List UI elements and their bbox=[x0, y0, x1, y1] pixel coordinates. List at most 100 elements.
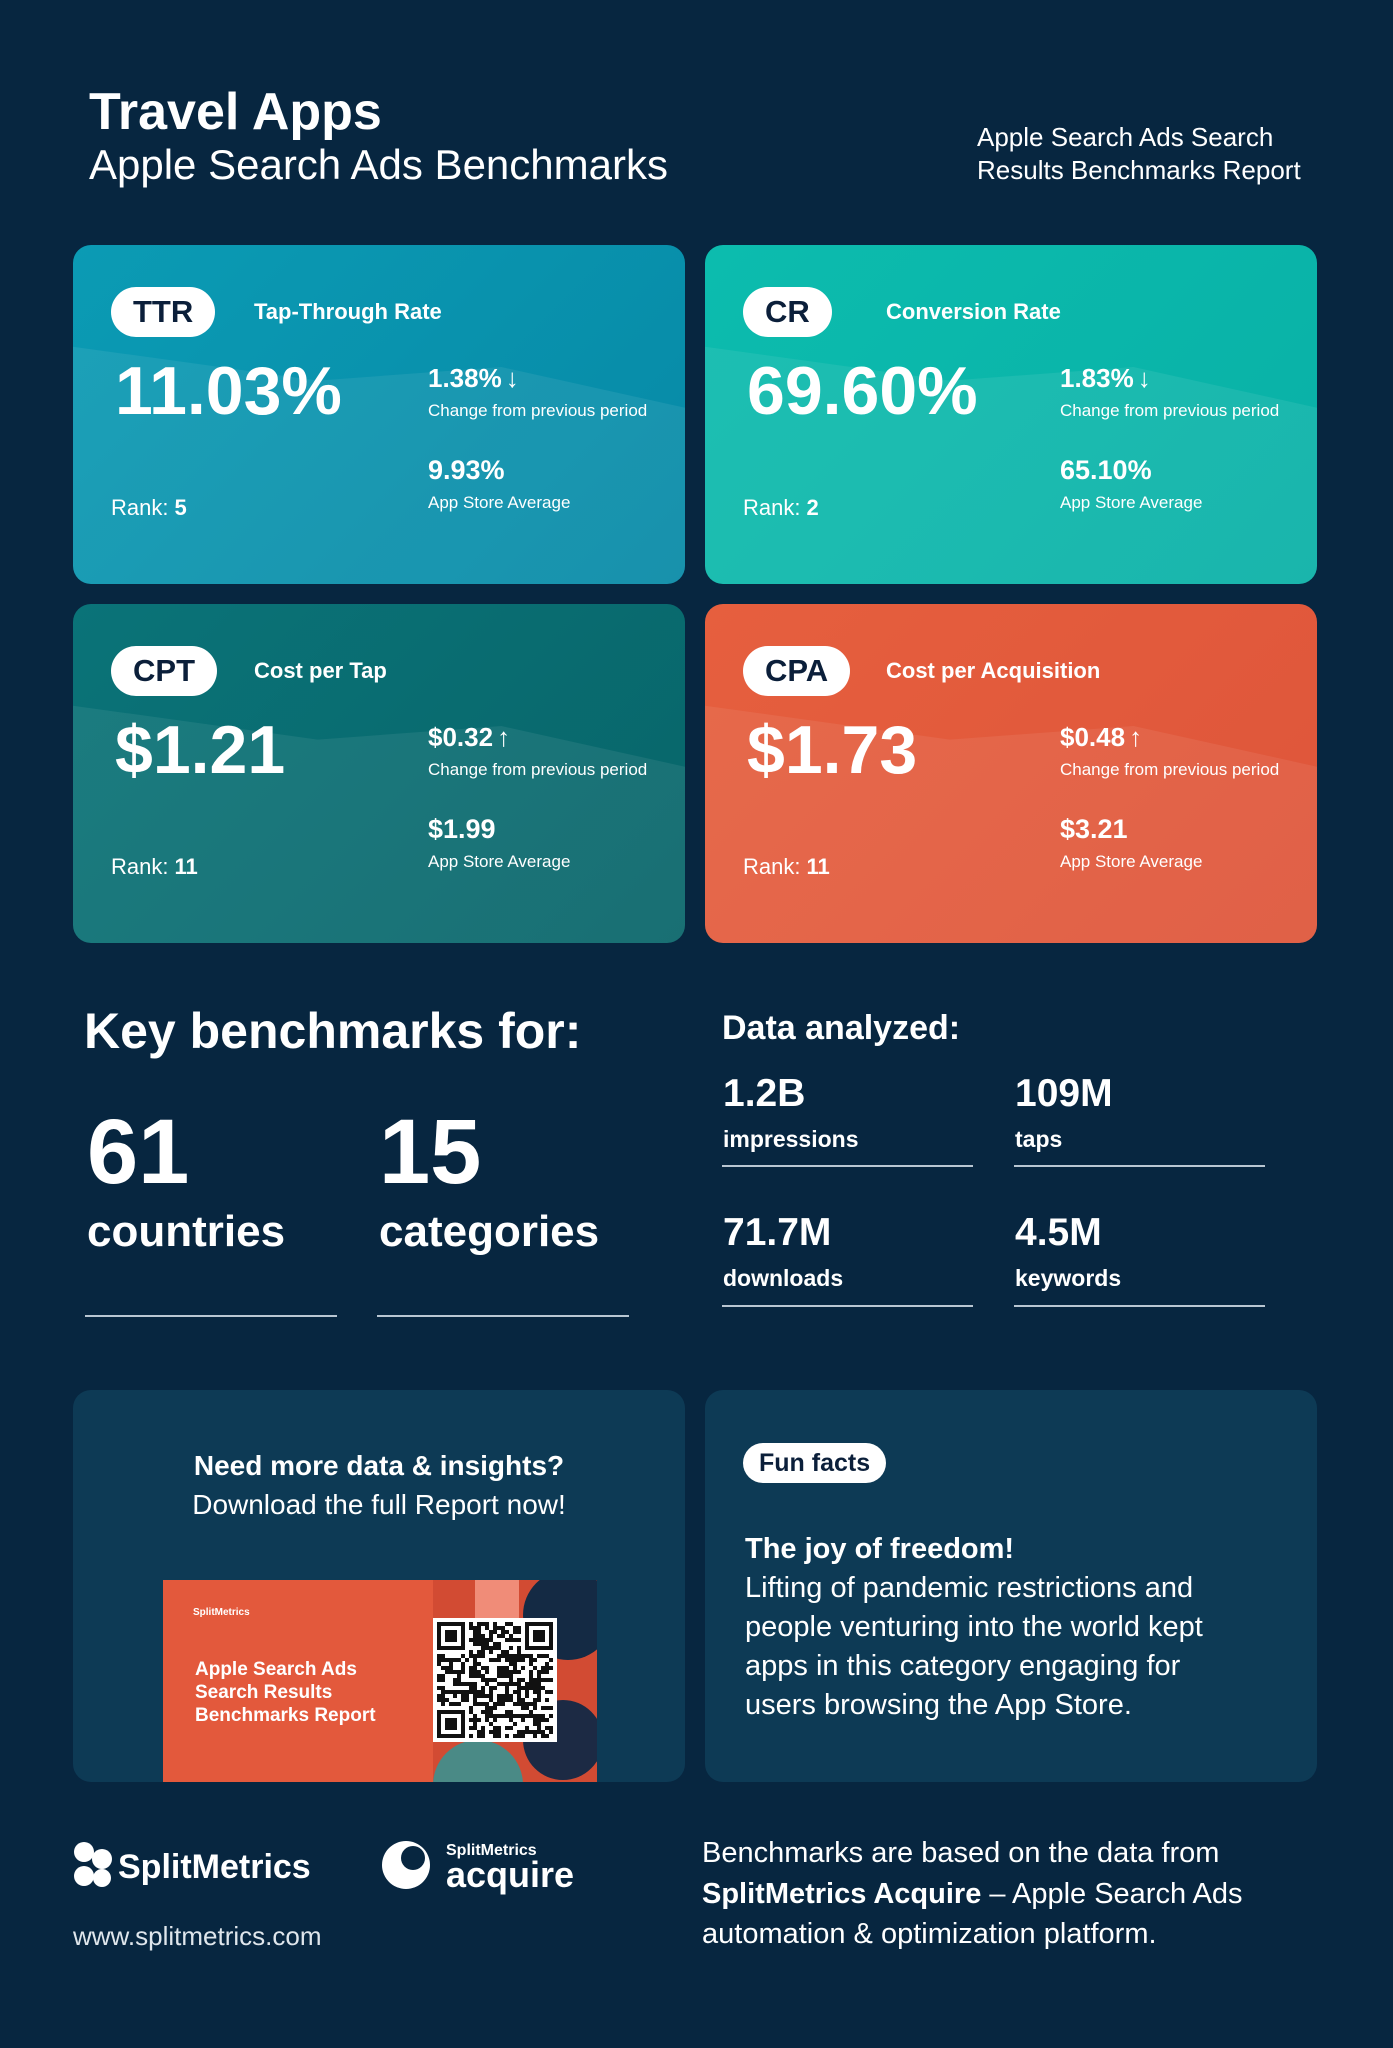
qr-module bbox=[529, 1658, 533, 1662]
rule bbox=[377, 1315, 629, 1317]
qr-module bbox=[453, 1678, 457, 1682]
qr-module bbox=[541, 1734, 545, 1738]
acquire-text: acquire bbox=[446, 1854, 575, 1895]
cta-heading: Need more data & insights? bbox=[193, 1450, 565, 1481]
qr-module bbox=[481, 1654, 485, 1658]
qr-module bbox=[517, 1686, 521, 1690]
qr-module bbox=[473, 1666, 477, 1670]
fun-facts-line: Lifting of pandemic restrictions and bbox=[745, 1572, 1194, 1604]
fun-facts-badge: Fun facts bbox=[743, 1443, 887, 1483]
qr-module bbox=[473, 1654, 477, 1658]
qr-finder bbox=[533, 1630, 545, 1642]
card-wave bbox=[73, 346, 685, 584]
qr-module bbox=[549, 1730, 553, 1734]
qr-module bbox=[457, 1682, 461, 1686]
qr-module bbox=[501, 1626, 505, 1630]
data-label: impressions bbox=[723, 1126, 859, 1152]
qr-module bbox=[473, 1630, 477, 1634]
qr-module bbox=[529, 1714, 533, 1718]
qr-module bbox=[469, 1718, 473, 1722]
footer-note: automation & optimization platform. bbox=[702, 1918, 1157, 1950]
qr-module bbox=[513, 1638, 517, 1642]
metric-card: TTR Tap-Through Rate 11.03% 1.38% ↓ Change fr… bbox=[73, 245, 685, 584]
qr-module bbox=[517, 1650, 521, 1654]
qr-module bbox=[541, 1730, 545, 1734]
qr-module bbox=[501, 1674, 505, 1678]
metric-name: Tap-Through Rate bbox=[254, 299, 442, 324]
change-arrow: ↑ bbox=[1129, 722, 1143, 752]
qr-module bbox=[461, 1662, 465, 1666]
rank-row: Rank: 11 bbox=[743, 856, 830, 878]
qr-module bbox=[541, 1718, 545, 1722]
rule bbox=[85, 1315, 337, 1317]
qr-module bbox=[441, 1654, 445, 1658]
qr-module bbox=[465, 1690, 469, 1694]
qr-module bbox=[517, 1694, 521, 1698]
qr-finder bbox=[445, 1718, 457, 1730]
qr-module bbox=[533, 1658, 537, 1662]
benchmark-value: 61 bbox=[87, 1101, 190, 1203]
qr-module bbox=[509, 1726, 513, 1730]
qr-module bbox=[477, 1718, 481, 1722]
qr-module bbox=[473, 1662, 477, 1666]
data-value: 109M bbox=[1015, 1072, 1113, 1115]
metric-name: Cost per Acquisition bbox=[886, 658, 1101, 683]
qr-module bbox=[457, 1658, 461, 1662]
qr-module bbox=[517, 1678, 521, 1682]
qr-module bbox=[517, 1630, 521, 1634]
qr-module bbox=[497, 1646, 501, 1650]
qr-module bbox=[497, 1654, 501, 1658]
qr-module bbox=[489, 1706, 493, 1710]
qr-module bbox=[477, 1622, 481, 1626]
rank-row: Rank: 11 bbox=[111, 856, 198, 878]
qr-module bbox=[445, 1670, 449, 1674]
qr-module bbox=[513, 1734, 517, 1738]
qr-module bbox=[509, 1634, 513, 1638]
qr-module bbox=[473, 1658, 477, 1662]
qr-module bbox=[525, 1690, 529, 1694]
footer-note: – Apple Search Ads bbox=[981, 1878, 1243, 1910]
rank-row: Rank: 2 bbox=[743, 497, 819, 519]
qr-module bbox=[525, 1714, 529, 1718]
qr-module bbox=[537, 1678, 541, 1682]
qr-module bbox=[489, 1630, 493, 1634]
metric-card: CR Conversion Rate 69.60% 1.83% ↓ Change from… bbox=[705, 245, 1317, 584]
report-cover: SplitMetrics Apple Search Ads Search Res… bbox=[163, 1580, 597, 1782]
qr-module bbox=[493, 1734, 497, 1738]
metric-abbr: CPA bbox=[743, 646, 851, 696]
rank-value: 5 bbox=[174, 495, 187, 520]
qr-module bbox=[485, 1626, 489, 1630]
qr-module bbox=[501, 1682, 505, 1686]
qr-module bbox=[437, 1686, 441, 1690]
qr-module bbox=[449, 1658, 453, 1662]
qr-module bbox=[541, 1678, 545, 1682]
qr-module bbox=[489, 1634, 493, 1638]
qr-module bbox=[501, 1630, 505, 1634]
qr-module bbox=[493, 1686, 497, 1690]
average-value: $3.21 bbox=[1060, 814, 1128, 844]
qr-module bbox=[509, 1646, 513, 1650]
rank-value: 11 bbox=[806, 854, 830, 879]
metric-card: CPA Cost per Acquisition $1.73 $0.48 ↑ Change… bbox=[705, 604, 1317, 943]
qr-module bbox=[497, 1674, 501, 1678]
qr-module bbox=[545, 1726, 549, 1730]
qr-module bbox=[485, 1642, 489, 1646]
qr-module bbox=[485, 1670, 489, 1674]
qr-module bbox=[509, 1678, 513, 1682]
qr-module bbox=[437, 1658, 441, 1662]
qr-module bbox=[525, 1686, 529, 1690]
qr-finder bbox=[445, 1630, 457, 1642]
qr-module bbox=[537, 1674, 541, 1678]
qr-module bbox=[485, 1718, 489, 1722]
rule bbox=[1014, 1165, 1265, 1167]
qr-module bbox=[473, 1702, 477, 1706]
qr-module bbox=[549, 1706, 553, 1710]
qr-module bbox=[533, 1682, 537, 1686]
qr-module bbox=[497, 1634, 501, 1638]
qr-module bbox=[477, 1730, 481, 1734]
qr-module bbox=[509, 1670, 513, 1674]
rank-row: Rank: 5 bbox=[111, 497, 187, 519]
change-value: 1.83% bbox=[1060, 363, 1134, 393]
qr-module bbox=[461, 1682, 465, 1686]
splitmetrics-logo-icon bbox=[74, 1842, 112, 1887]
